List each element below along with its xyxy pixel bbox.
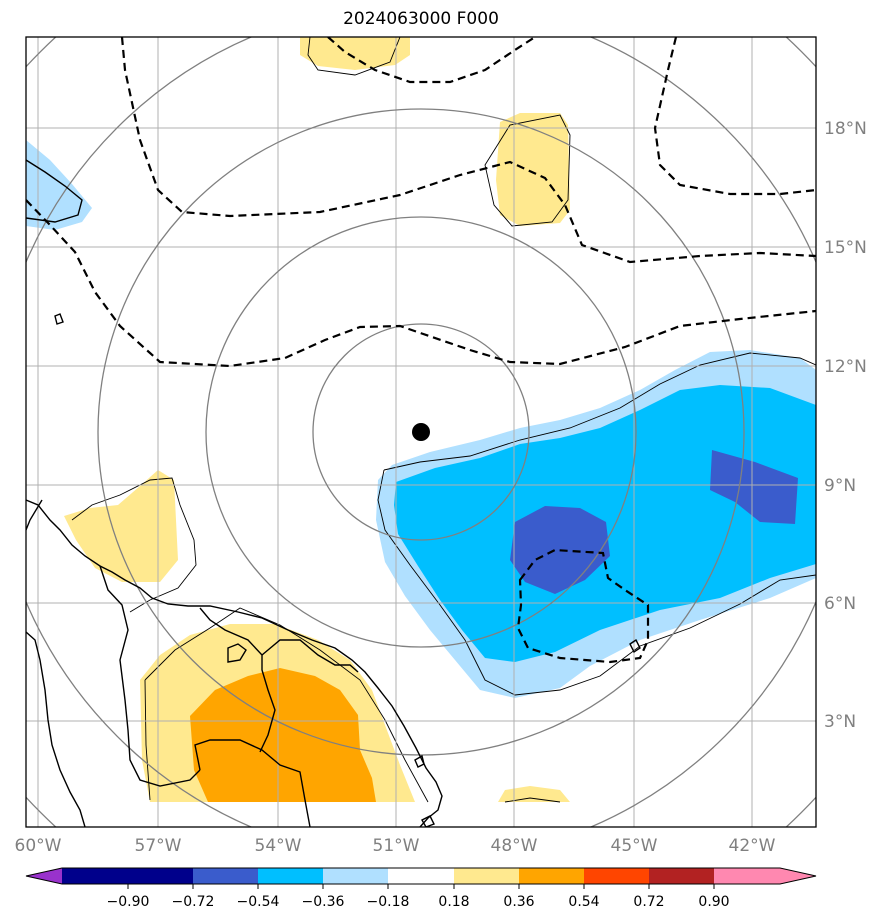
- colorbar-label: −0.36: [302, 894, 345, 910]
- lon-tick-label: 54°W: [255, 836, 302, 856]
- colorbar-swatch: [323, 868, 388, 884]
- colorbar-swatch: [584, 868, 649, 884]
- colorbar-label: −0.18: [367, 894, 410, 910]
- colorbar-label: −0.90: [107, 894, 150, 910]
- lat-tick-labels: 3°N 6°N 9°N 12°N 15°N 18°N: [824, 119, 867, 732]
- lon-tick-label: 60°W: [15, 836, 62, 856]
- lon-tick-label: 57°W: [135, 836, 182, 856]
- pos-shade-top: [300, 37, 410, 70]
- neg-shade-dark-2: [710, 450, 798, 524]
- coastlines: [26, 159, 641, 827]
- pos-shade-guiana-north: [64, 470, 178, 582]
- colorbar: −0.90 −0.72 −0.54 −0.36 −0.18 0.18 0.36 …: [25, 867, 817, 910]
- colorbar-label: −0.54: [237, 894, 280, 910]
- map-title: 2024063000 F000: [343, 9, 499, 29]
- colorbar-swatch: [128, 868, 193, 884]
- colorbar-swatch: [454, 868, 519, 884]
- lon-tick-label: 48°W: [491, 836, 538, 856]
- lon-tick-labels: 60°W 57°W 54°W 51°W 48°W 45°W 42°W: [15, 836, 776, 856]
- thin-contours: [71, 37, 816, 803]
- negative-anomaly-fields: [26, 140, 816, 698]
- lat-tick-label: 3°N: [824, 712, 856, 732]
- colorbar-label: 0.90: [698, 894, 729, 910]
- colorbar-swatch: [714, 868, 780, 884]
- map-frame: [25, 36, 817, 828]
- colorbar-swatch-under: [26, 868, 62, 884]
- lat-tick-label: 6°N: [824, 594, 856, 614]
- pos-shade-south: [498, 786, 570, 802]
- gridlines: [26, 37, 816, 827]
- neg-shade-light-nw: [26, 140, 92, 230]
- colorbar-swatch: [193, 868, 258, 884]
- lat-tick-label: 9°N: [824, 476, 856, 496]
- lat-tick-label: 18°N: [824, 119, 867, 139]
- pos-shade-guiana-mid: [190, 668, 376, 802]
- lon-tick-label: 42°W: [729, 836, 776, 856]
- colorbar-swatch: [62, 868, 128, 884]
- colorbar-swatch: [258, 868, 323, 884]
- lon-tick-label: 51°W: [373, 836, 420, 856]
- lat-tick-label: 15°N: [824, 238, 867, 258]
- colorbar-swatch-over: [780, 868, 816, 884]
- dashed-contours: [26, 37, 816, 664]
- colorbar-swatch: [649, 868, 714, 884]
- colorbar-label: 0.54: [568, 894, 599, 910]
- colorbar-label: 0.72: [633, 894, 664, 910]
- lon-tick-label: 45°W: [611, 836, 658, 856]
- colorbar-outline: [25, 867, 817, 885]
- colorbar-swatch: [388, 868, 454, 884]
- colorbar-label: −0.72: [172, 894, 215, 910]
- storm-center-marker: [412, 423, 430, 441]
- colorbar-label: 0.36: [503, 894, 534, 910]
- lat-tick-label: 12°N: [824, 357, 867, 377]
- colorbar-swatch: [519, 868, 584, 884]
- colorbar-label: 0.18: [438, 894, 469, 910]
